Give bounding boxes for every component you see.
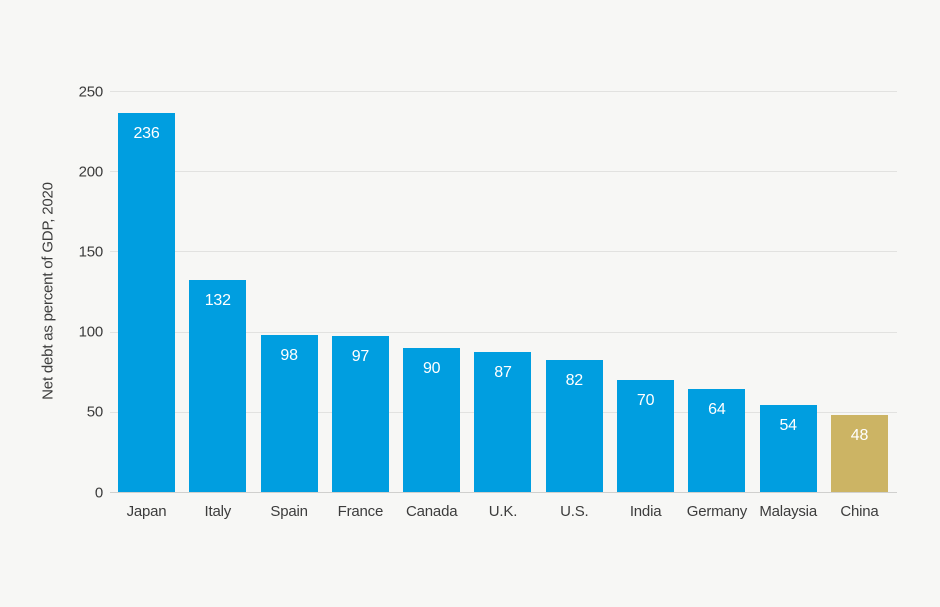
x-axis-category-label: India <box>629 503 662 520</box>
bar-uk: 87 <box>474 352 532 492</box>
x-axis-category-label: U.K. <box>488 503 518 520</box>
y-axis-tick-label: 0 <box>94 484 103 501</box>
bar-column-india: 70 India <box>617 91 675 520</box>
bar-column-germany: 64 Germany <box>687 91 747 520</box>
bar-value-label: 97 <box>351 348 370 366</box>
bar-value-label: 64 <box>708 401 726 419</box>
x-axis-category-label: Japan <box>126 503 167 520</box>
bar-china: 48 <box>830 415 888 492</box>
x-axis-category-label: China <box>840 503 879 520</box>
bar-canada: 90 <box>403 347 461 492</box>
bar-value-label: 90 <box>422 359 441 377</box>
bar-column-japan: 236 Japan <box>118 91 175 520</box>
gridline: 250 <box>79 83 897 100</box>
x-axis-category-label: France <box>337 503 384 520</box>
bar-column-spain: 98 Spain <box>260 91 318 520</box>
bar-column-malaysia: 54 Malaysia <box>759 91 817 520</box>
x-axis-category-label: Germany <box>686 503 748 520</box>
bar-column-italy: 132 Italy <box>189 91 247 520</box>
y-axis-tick-label: 150 <box>78 243 104 261</box>
bar-value-label: 98 <box>280 346 298 364</box>
bar-column-france: 97 France <box>331 91 389 520</box>
x-axis-category-label: U.S. <box>560 503 589 520</box>
bar-value-label: 54 <box>779 417 797 435</box>
bar-value-label: 132 <box>204 292 231 310</box>
bar-column-uk: 87 U.K. <box>474 91 532 520</box>
bar-value-label: 87 <box>494 364 512 382</box>
x-axis-category-label: Canada <box>406 503 458 520</box>
bar-value-label: 48 <box>850 427 869 445</box>
bar-column-us: 82 U.S. <box>545 91 603 520</box>
bar-value-label: 236 <box>133 125 160 143</box>
bar-column-canada: 90 Canada <box>403 91 461 520</box>
x-axis-category-label: Malaysia <box>759 503 817 520</box>
y-axis-title: Net debt as percent of GDP, 2020 <box>39 182 57 400</box>
y-axis-tick-label: 100 <box>78 323 104 341</box>
x-axis-category-label: Italy <box>204 503 232 520</box>
bar-germany: 64 <box>688 389 746 492</box>
x-axis-line: 0 <box>95 484 897 501</box>
bar-japan: 236 <box>118 113 175 492</box>
bar-us: 82 <box>545 360 603 492</box>
gridline: 100 <box>79 324 897 341</box>
y-axis-tick-label: 250 <box>78 83 104 100</box>
bars-layer: 236 Japan 132 Italy 98 Spain 97 France 90 Canada 8… <box>118 91 888 520</box>
y-axis-tick-label: 50 <box>86 403 104 421</box>
bar-value-label: 70 <box>636 391 655 409</box>
bar-france: 97 <box>331 336 389 492</box>
gridline: 200 <box>79 163 897 180</box>
bar-column-china: 48 China <box>830 91 888 520</box>
bar-value-label: 82 <box>565 372 584 390</box>
bar-malaysia: 54 <box>759 405 817 492</box>
bar-spain: 98 <box>260 334 318 492</box>
bar-italy: 132 <box>189 280 247 492</box>
gridline: 150 <box>79 243 897 260</box>
plot-area: 0 50 100 150 200 250 236 Japan 132 Italy 98 Spain 9… <box>79 83 897 520</box>
x-axis-category-label: Spain <box>270 503 308 520</box>
y-axis-tick-label: 200 <box>78 163 104 181</box>
bar-india: 70 <box>617 379 675 492</box>
